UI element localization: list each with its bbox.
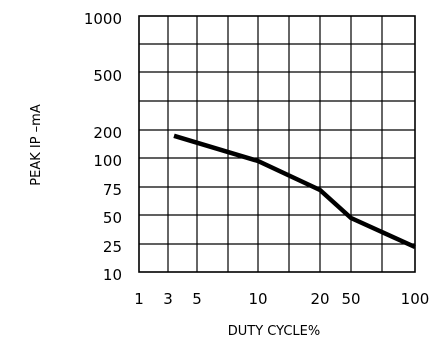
y-tick-label: 50: [103, 209, 122, 227]
x-tick-label: 1: [134, 290, 144, 308]
y-tick-label: 10: [103, 266, 122, 284]
grid: [139, 16, 415, 272]
x-tick-label: 10: [248, 290, 267, 308]
x-tick-label: 50: [341, 290, 360, 308]
y-tick-label: 75: [103, 181, 122, 199]
y-tick-label: 200: [93, 124, 122, 142]
x-axis-label: DUTY CYCLE%: [228, 324, 321, 339]
y-axis-label: PEAK IP –mA: [29, 104, 44, 186]
y-tick-label: 25: [103, 238, 122, 256]
y-tick-label: 100: [93, 152, 122, 170]
x-tick-label: 100: [401, 290, 430, 308]
x-tick-labels: 1 3 5 10 20 50 100: [134, 290, 429, 308]
series-line: [173, 133, 416, 250]
y-tick-label: 500: [93, 67, 122, 85]
x-tick-label: 20: [310, 290, 329, 308]
y-tick-labels: 1000 500 200 100 75 50 25 10: [84, 10, 122, 284]
y-tick-label: 1000: [84, 10, 122, 28]
plot-frame: [138, 15, 416, 273]
x-tick-label: 5: [192, 290, 202, 308]
x-tick-label: 3: [163, 290, 173, 308]
